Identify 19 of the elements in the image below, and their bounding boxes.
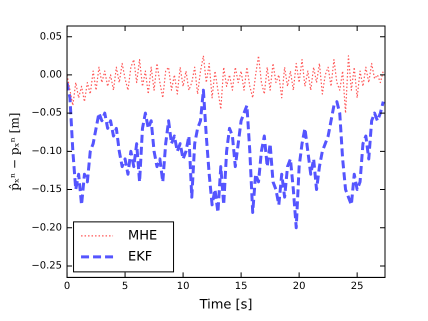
y-tick-label: −0.10 <box>31 146 62 157</box>
y-tick-label: −0.15 <box>31 184 62 196</box>
y-axis-title: p̂ₓⁿ − pₓⁿ [m] <box>7 112 22 191</box>
x-tick-label: 5 <box>122 280 128 292</box>
y-tick-label: 0.00 <box>40 70 62 80</box>
y-tick-label: −0.20 <box>31 222 62 234</box>
y-tick-label: 0.05 <box>40 31 62 42</box>
y-tick-label: −0.25 <box>31 260 62 272</box>
x-tick-label: 25 <box>350 280 364 292</box>
legend-label: MHE <box>128 228 158 244</box>
line-series <box>67 81 385 230</box>
legend-label: EKF <box>128 249 152 264</box>
x-tick-label: 20 <box>292 280 306 292</box>
line-series <box>67 55 384 114</box>
x-axis-title: Time [s] <box>198 298 252 313</box>
y-tick-label: −0.05 <box>31 108 62 119</box>
x-tick-label: 10 <box>176 280 190 292</box>
x-tick-label: 15 <box>234 280 248 292</box>
x-tick-label: 0 <box>64 280 70 292</box>
